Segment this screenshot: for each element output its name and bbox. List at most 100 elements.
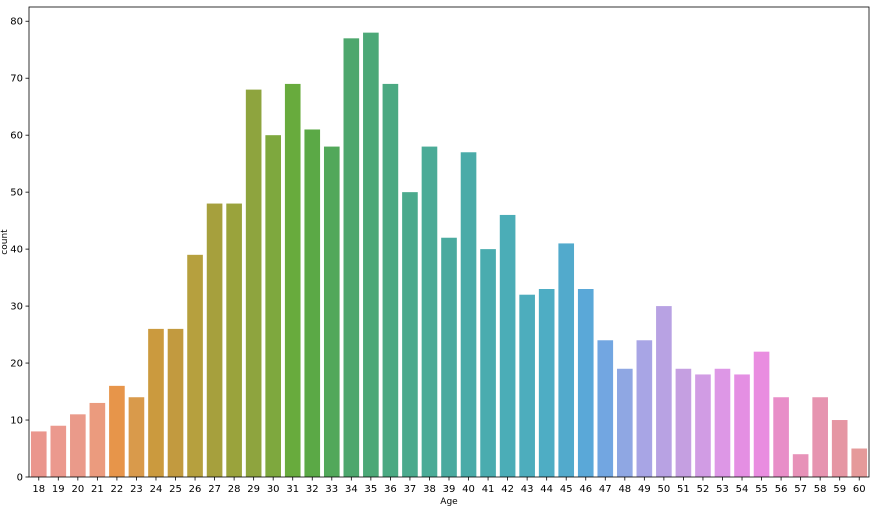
x-tick-label: 59 bbox=[833, 484, 846, 495]
y-axis-label: count bbox=[0, 229, 10, 255]
bar-21 bbox=[89, 402, 106, 477]
bar-53 bbox=[714, 368, 731, 477]
bar-35 bbox=[363, 32, 379, 477]
x-tick-label: 33 bbox=[325, 484, 338, 495]
x-tick-label: 54 bbox=[736, 484, 749, 495]
y-tick-label: 40 bbox=[10, 245, 23, 256]
x-tick-label: 35 bbox=[364, 484, 377, 495]
bar-22 bbox=[109, 385, 125, 477]
x-tick-label: 36 bbox=[384, 484, 397, 495]
bar-36 bbox=[382, 83, 399, 477]
bar-54 bbox=[734, 374, 750, 477]
bar-27 bbox=[206, 203, 223, 478]
x-tick-label: 53 bbox=[716, 484, 729, 495]
bar-49 bbox=[636, 340, 653, 477]
y-tick-label: 20 bbox=[10, 359, 23, 370]
x-tick-label: 49 bbox=[638, 484, 651, 495]
bar-28 bbox=[226, 203, 242, 478]
bar-32 bbox=[304, 129, 321, 478]
x-tick-label: 34 bbox=[345, 484, 358, 495]
bar-31 bbox=[284, 83, 301, 477]
bar-18 bbox=[30, 431, 47, 477]
y-tick-label: 70 bbox=[10, 74, 23, 85]
bar-37 bbox=[402, 192, 418, 477]
bar-20 bbox=[70, 414, 86, 477]
bar-34 bbox=[343, 38, 360, 477]
x-tick-label: 56 bbox=[775, 484, 788, 495]
plot-frame bbox=[28, 6, 870, 478]
bar-60 bbox=[851, 448, 868, 477]
x-tick-label: 38 bbox=[423, 484, 436, 495]
bar-55 bbox=[753, 351, 770, 477]
x-tick-label: 58 bbox=[814, 484, 827, 495]
x-tick-label: 44 bbox=[540, 484, 553, 495]
bar-33 bbox=[323, 146, 340, 477]
x-tick-label: 24 bbox=[150, 484, 163, 495]
y-tick-label: 50 bbox=[10, 188, 23, 199]
bar-58 bbox=[812, 397, 828, 477]
x-tick-label: 40 bbox=[462, 484, 475, 495]
x-tick-label: 18 bbox=[32, 484, 45, 495]
x-tick-label: 20 bbox=[71, 484, 84, 495]
x-tick-label: 30 bbox=[267, 484, 280, 495]
x-tick-label: 21 bbox=[91, 484, 104, 495]
x-tick-label: 50 bbox=[658, 484, 671, 495]
x-tick-label: 23 bbox=[130, 484, 143, 495]
bar-23 bbox=[128, 397, 145, 477]
x-tick-label: 51 bbox=[677, 484, 690, 495]
bar-50 bbox=[656, 306, 672, 477]
y-tick-label: 80 bbox=[10, 17, 23, 28]
x-tick-label: 46 bbox=[579, 484, 592, 495]
bar-42 bbox=[499, 214, 516, 477]
bar-40 bbox=[460, 152, 477, 477]
x-tick-label: 26 bbox=[189, 484, 202, 495]
bar-47 bbox=[597, 340, 614, 477]
x-tick-label: 45 bbox=[560, 484, 573, 495]
y-tick-label: 30 bbox=[10, 302, 23, 313]
x-tick-label: 37 bbox=[404, 484, 417, 495]
bar-52 bbox=[695, 374, 711, 477]
x-tick-label: 41 bbox=[482, 484, 495, 495]
x-tick-label: 32 bbox=[306, 484, 319, 495]
x-tick-label: 22 bbox=[111, 484, 124, 495]
x-tick-label: 52 bbox=[697, 484, 710, 495]
bar-57 bbox=[792, 454, 809, 477]
bar-19 bbox=[50, 425, 67, 477]
y-axis-ticks: 0 10 20 30 40 50 60 70 80 bbox=[10, 17, 29, 484]
y-tick-label: 10 bbox=[10, 416, 23, 427]
bar-56 bbox=[773, 397, 789, 477]
x-tick-label: 28 bbox=[228, 484, 241, 495]
bar-38 bbox=[421, 146, 438, 477]
x-tick-label: 19 bbox=[52, 484, 65, 495]
bar-59 bbox=[831, 420, 848, 477]
x-axis-ticks: 18 19 20 21 22 23 24 25 26 27 28 29 30 31 32 33 34 35 36 37… bbox=[32, 477, 866, 495]
x-tick-label: 27 bbox=[208, 484, 221, 495]
bar-45 bbox=[558, 243, 575, 477]
x-tick-label: 31 bbox=[286, 484, 299, 495]
bar-44 bbox=[538, 289, 555, 477]
x-tick-label: 39 bbox=[443, 484, 456, 495]
x-tick-label: 42 bbox=[501, 484, 514, 495]
bar-46 bbox=[577, 289, 594, 477]
x-tick-label: 25 bbox=[169, 484, 182, 495]
bar-26 bbox=[187, 254, 203, 477]
bar-24 bbox=[148, 328, 164, 477]
x-tick-label: 48 bbox=[618, 484, 631, 495]
y-tick-label: 60 bbox=[10, 131, 23, 142]
x-tick-label: 55 bbox=[755, 484, 768, 495]
x-axis-label: Age bbox=[440, 497, 458, 507]
x-tick-label: 47 bbox=[599, 484, 612, 495]
x-tick-label: 60 bbox=[853, 484, 866, 495]
bars-group bbox=[30, 32, 868, 478]
bar-41 bbox=[480, 249, 496, 477]
bar-30 bbox=[265, 135, 281, 477]
y-tick-label: 0 bbox=[17, 473, 23, 484]
bar-51 bbox=[675, 368, 692, 477]
bar-25 bbox=[167, 328, 184, 477]
x-tick-label: 57 bbox=[794, 484, 807, 495]
x-tick-label: 43 bbox=[521, 484, 534, 495]
bar-43 bbox=[519, 294, 535, 477]
x-tick-label: 29 bbox=[247, 484, 260, 495]
bar-39 bbox=[441, 237, 457, 477]
bar-48 bbox=[617, 368, 633, 477]
